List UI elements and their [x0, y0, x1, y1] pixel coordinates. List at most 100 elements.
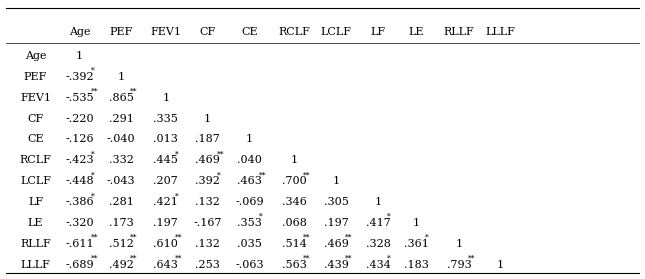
Text: .197: .197 [154, 218, 178, 228]
Text: .332: .332 [109, 155, 134, 165]
Text: Age: Age [68, 27, 90, 37]
Text: -.069: -.069 [235, 197, 264, 207]
Text: .514: .514 [282, 239, 306, 249]
Text: *: * [387, 213, 391, 221]
Text: *: * [175, 150, 179, 158]
Text: .563: .563 [282, 260, 306, 270]
Text: .463: .463 [237, 176, 262, 186]
Text: LLLF: LLLF [485, 27, 515, 37]
Text: **: ** [468, 255, 476, 263]
Text: .335: .335 [154, 114, 178, 124]
Text: 1: 1 [162, 93, 170, 103]
Text: **: ** [259, 171, 266, 179]
Text: 1: 1 [290, 155, 298, 165]
Text: .793: .793 [447, 260, 471, 270]
Text: LF: LF [28, 197, 43, 207]
Text: .207: .207 [154, 176, 178, 186]
Text: **: ** [303, 255, 311, 263]
Text: -.043: -.043 [107, 176, 135, 186]
Text: **: ** [217, 150, 224, 158]
Text: .439: .439 [324, 260, 348, 270]
Text: Age: Age [25, 51, 46, 61]
Text: **: ** [175, 234, 183, 242]
Text: -.063: -.063 [235, 260, 264, 270]
Text: .068: .068 [282, 218, 306, 228]
Text: .421: .421 [154, 197, 178, 207]
Text: **: ** [90, 88, 98, 95]
Text: .173: .173 [109, 218, 134, 228]
Text: *: * [175, 192, 179, 200]
Text: .183: .183 [404, 260, 428, 270]
Text: RLLF: RLLF [20, 239, 51, 249]
Text: 1: 1 [496, 260, 504, 270]
Text: LCLF: LCLF [20, 176, 51, 186]
Text: RLLF: RLLF [444, 27, 475, 37]
Text: -.392: -.392 [65, 72, 94, 82]
Text: FEV1: FEV1 [150, 27, 181, 37]
Text: .353: .353 [237, 218, 262, 228]
Text: LE: LE [28, 218, 43, 228]
Text: PEF: PEF [24, 72, 47, 82]
Text: LLLF: LLLF [21, 260, 50, 270]
Text: **: ** [175, 255, 183, 263]
Text: .512: .512 [109, 239, 134, 249]
Text: .305: .305 [324, 197, 348, 207]
Text: .187: .187 [195, 134, 220, 145]
Text: -.167: -.167 [194, 218, 222, 228]
Text: -.611: -.611 [65, 239, 94, 249]
Text: .328: .328 [366, 239, 390, 249]
Text: -.448: -.448 [65, 176, 94, 186]
Text: 1: 1 [374, 197, 382, 207]
Text: .035: .035 [237, 239, 262, 249]
Text: 1: 1 [412, 218, 420, 228]
Text: .281: .281 [109, 197, 134, 207]
Text: .445: .445 [154, 155, 178, 165]
Text: -.220: -.220 [65, 114, 94, 124]
Text: PEF: PEF [110, 27, 133, 37]
Text: .417: .417 [366, 218, 390, 228]
Text: .253: .253 [195, 260, 220, 270]
Text: .610: .610 [154, 239, 178, 249]
Text: *: * [90, 171, 94, 179]
Text: .469: .469 [324, 239, 348, 249]
Text: RCLF: RCLF [19, 155, 52, 165]
Text: RCLF: RCLF [278, 27, 310, 37]
Text: 1: 1 [332, 176, 340, 186]
Text: *: * [90, 192, 94, 200]
Text: **: ** [130, 234, 138, 242]
Text: .013: .013 [154, 134, 178, 145]
Text: 1: 1 [204, 114, 212, 124]
Text: -.320: -.320 [65, 218, 94, 228]
Text: CE: CE [241, 27, 258, 37]
Text: -.535: -.535 [65, 93, 94, 103]
Text: -.040: -.040 [107, 134, 135, 145]
Text: **: ** [130, 88, 138, 95]
Text: **: ** [90, 255, 98, 263]
Text: LCLF: LCLF [321, 27, 352, 37]
Text: *: * [90, 67, 94, 74]
Text: .361: .361 [404, 239, 428, 249]
Text: .392: .392 [195, 176, 220, 186]
Text: .197: .197 [324, 218, 348, 228]
Text: LF: LF [370, 27, 386, 37]
Text: 1: 1 [117, 72, 125, 82]
Text: .865: .865 [109, 93, 134, 103]
Text: 1: 1 [455, 239, 463, 249]
Text: .434: .434 [366, 260, 390, 270]
Text: CF: CF [27, 114, 44, 124]
Text: 1: 1 [246, 134, 253, 145]
Text: **: ** [303, 171, 311, 179]
Text: .346: .346 [282, 197, 306, 207]
Text: **: ** [345, 255, 353, 263]
Text: CE: CE [27, 134, 44, 145]
Text: -.689: -.689 [65, 260, 94, 270]
Text: .700: .700 [282, 176, 306, 186]
Text: .643: .643 [154, 260, 178, 270]
Text: -.386: -.386 [65, 197, 94, 207]
Text: -.126: -.126 [65, 134, 94, 145]
Text: **: ** [90, 234, 98, 242]
Text: *: * [259, 213, 263, 221]
Text: LE: LE [408, 27, 424, 37]
Text: -.423: -.423 [65, 155, 94, 165]
Text: *: * [387, 255, 391, 263]
